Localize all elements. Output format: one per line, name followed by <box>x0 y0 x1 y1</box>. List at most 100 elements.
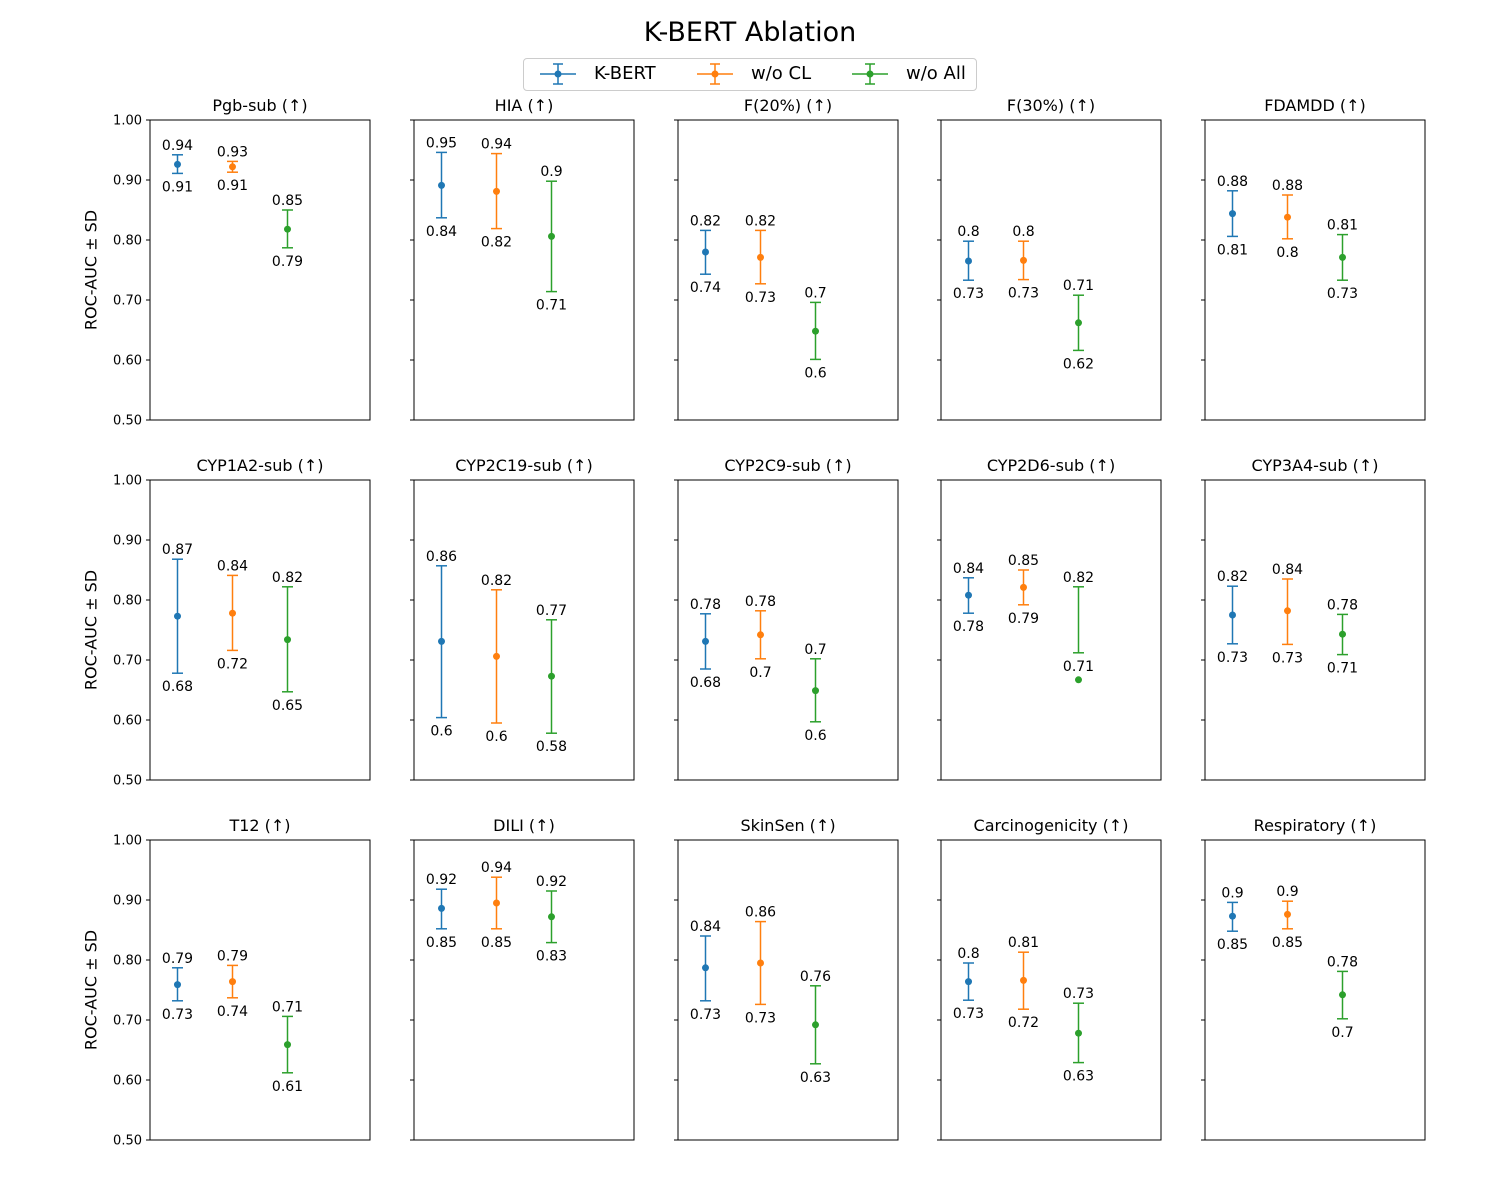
lower-value-label: 0.63 <box>1063 1069 1094 1085</box>
series-k-bert: 0.87 0.68 <box>162 542 193 695</box>
series-k-bert: 0.86 0.6 <box>426 549 457 740</box>
upper-value-label: 0.84 <box>217 558 248 574</box>
series-w-o-cl: 0.81 0.72 <box>1008 935 1039 1031</box>
axes-frame <box>1204 119 1426 421</box>
series-w-o-all: 0.71 0.61 <box>272 999 303 1094</box>
series-w-o-cl: 0.94 0.85 <box>481 860 512 951</box>
mean-point <box>493 899 500 907</box>
subplot-cyp1a2-sub: CYP1A2-sub (↑) 0.50 0.60 0.70 0.80 0.90 1.00 RO… <box>82 456 371 789</box>
series-w-o-cl: 0.84 0.72 <box>217 558 248 672</box>
lower-value-label: 0.68 <box>162 679 193 695</box>
upper-value-label: 0.73 <box>1063 986 1094 1002</box>
axes-frame <box>1204 839 1426 1141</box>
axes-frame <box>149 839 371 1141</box>
lower-value-label: 0.74 <box>690 280 721 296</box>
y-axis-label: ROC-AUC ± SD <box>82 210 101 330</box>
subplot-pgb-sub: Pgb-sub (↑) 0.50 0.60 0.70 0.80 0.90 1.00 ROC-A… <box>82 96 371 429</box>
mean-point <box>965 978 972 986</box>
series-k-bert: 0.78 0.68 <box>690 597 721 691</box>
mean-point <box>1284 910 1291 918</box>
y-tick-label: 0.90 <box>113 174 142 189</box>
upper-value-label: 0.88 <box>1272 178 1303 194</box>
y-tick-label: 0.80 <box>113 234 142 249</box>
series-w-o-cl: 0.84 0.73 <box>1272 562 1303 666</box>
subplot-carcinogenicity: Carcinogenicity (↑) 0.80.73 0.810.72 0.73 0.… <box>937 816 1162 1141</box>
series-w-o-cl: 0.94 0.82 <box>481 137 512 251</box>
axes-frame <box>677 119 899 421</box>
upper-value-label: 0.84 <box>953 561 984 577</box>
upper-value-label: 0.85 <box>272 193 303 209</box>
y-tick-label: 0.60 <box>113 1074 142 1089</box>
upper-value-label: 0.95 <box>426 135 457 151</box>
mean-point <box>284 225 291 233</box>
subplot-title: CYP2C9-sub (↑) <box>724 456 851 475</box>
lower-value-label: 0.6 <box>804 728 826 744</box>
upper-value-label: 0.81 <box>1327 218 1358 234</box>
lower-value-label: 0.62 <box>1063 356 1094 372</box>
series-k-bert: 0.9 0.85 <box>1217 885 1248 953</box>
series-w-o-all: 0.82 0.71 <box>1063 570 1094 684</box>
upper-value-label: 0.9 <box>540 164 562 180</box>
mean-point <box>229 163 236 171</box>
lower-value-label: 0.73 <box>953 1006 984 1022</box>
series-k-bert: 0.84 0.73 <box>690 919 721 1023</box>
axes-frame <box>413 119 635 421</box>
y-tick-label: 0.70 <box>113 654 142 669</box>
upper-value-label: 0.84 <box>690 919 721 935</box>
lower-value-label: 0.73 <box>745 290 776 306</box>
y-tick-label: 0.90 <box>113 894 142 909</box>
mean-point <box>965 591 972 599</box>
series-k-bert: 0.95 0.84 <box>426 135 457 239</box>
series-k-bert: 0.8 0.73 <box>953 946 984 1022</box>
mean-point <box>757 253 764 261</box>
subplot-fdamdd: FDAMDD (↑) 0.88 0.81 0.88 0.8 0.81 0.73 <box>1201 96 1426 421</box>
lower-value-label: 0.6 <box>804 365 826 381</box>
mean-point <box>1229 611 1236 619</box>
mean-point <box>229 978 236 986</box>
subplot-title: SkinSen (↑) <box>740 816 835 835</box>
upper-value-label: 0.76 <box>800 969 831 985</box>
lower-value-label: 0.6 <box>485 729 507 745</box>
lower-value-label: 0.79 <box>272 254 303 270</box>
mean-point <box>174 981 181 989</box>
mean-point <box>1020 976 1027 984</box>
lower-value-label: 0.73 <box>745 1010 776 1026</box>
subplot-title: CYP2C19-sub (↑) <box>455 456 592 475</box>
upper-value-label: 0.84 <box>1272 562 1303 578</box>
upper-value-label: 0.88 <box>1217 174 1248 190</box>
legend-swatch-k-bert <box>540 63 576 85</box>
lower-value-label: 0.58 <box>536 739 567 755</box>
lower-value-label: 0.84 <box>426 224 457 240</box>
y-tick-label: 0.90 <box>113 534 142 549</box>
figure-title: K-BERT Ablation <box>643 17 857 48</box>
series-k-bert: 0.8 0.73 <box>953 224 984 302</box>
upper-value-label: 0.71 <box>1063 278 1094 294</box>
mean-point <box>548 672 555 680</box>
mean-point <box>1075 1029 1082 1037</box>
lower-value-label: 0.82 <box>481 235 512 251</box>
lower-value-label: 0.91 <box>217 178 248 194</box>
upper-value-label: 0.94 <box>481 860 512 876</box>
subplot-cyp3a4-sub: CYP3A4-sub (↑) 0.82 0.73 0.84 0.73 0.78 0.71 <box>1201 456 1426 781</box>
lower-value-label: 0.73 <box>690 1007 721 1023</box>
subplot-title: Carcinogenicity (↑) <box>974 816 1129 835</box>
series-w-o-all: 0.71 0.62 <box>1063 278 1094 372</box>
lower-value-label: 0.61 <box>272 1079 303 1095</box>
mean-point <box>1075 319 1082 327</box>
lower-value-label: 0.74 <box>217 1004 248 1020</box>
series-w-o-cl: 0.78 0.7 <box>745 594 776 681</box>
mean-point <box>1075 676 1082 684</box>
upper-value-label: 0.86 <box>745 905 776 921</box>
subplot-title: CYP2D6-sub (↑) <box>987 456 1115 475</box>
upper-value-label: 0.79 <box>217 948 248 964</box>
series-w-o-cl: 0.79 0.74 <box>217 948 248 1019</box>
mean-point <box>812 327 819 335</box>
lower-value-label: 0.79 <box>1008 611 1039 627</box>
mean-point <box>812 687 819 695</box>
series-w-o-all: 0.7 0.6 <box>804 285 826 381</box>
upper-value-label: 0.8 <box>957 224 979 240</box>
subplot-cyp2c19-sub: CYP2C19-sub (↑) 0.86 0.6 0.82 0.6 0.77 0.58 <box>410 456 635 781</box>
lower-value-label: 0.7 <box>749 665 771 681</box>
legend-swatch-wo-cl <box>697 63 733 85</box>
